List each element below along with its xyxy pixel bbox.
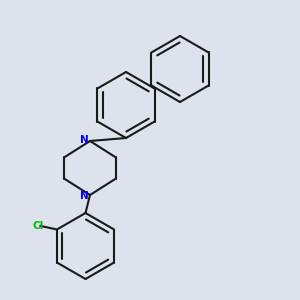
Text: N: N xyxy=(80,191,89,201)
Text: Cl: Cl xyxy=(32,221,44,231)
Text: N: N xyxy=(80,135,89,145)
